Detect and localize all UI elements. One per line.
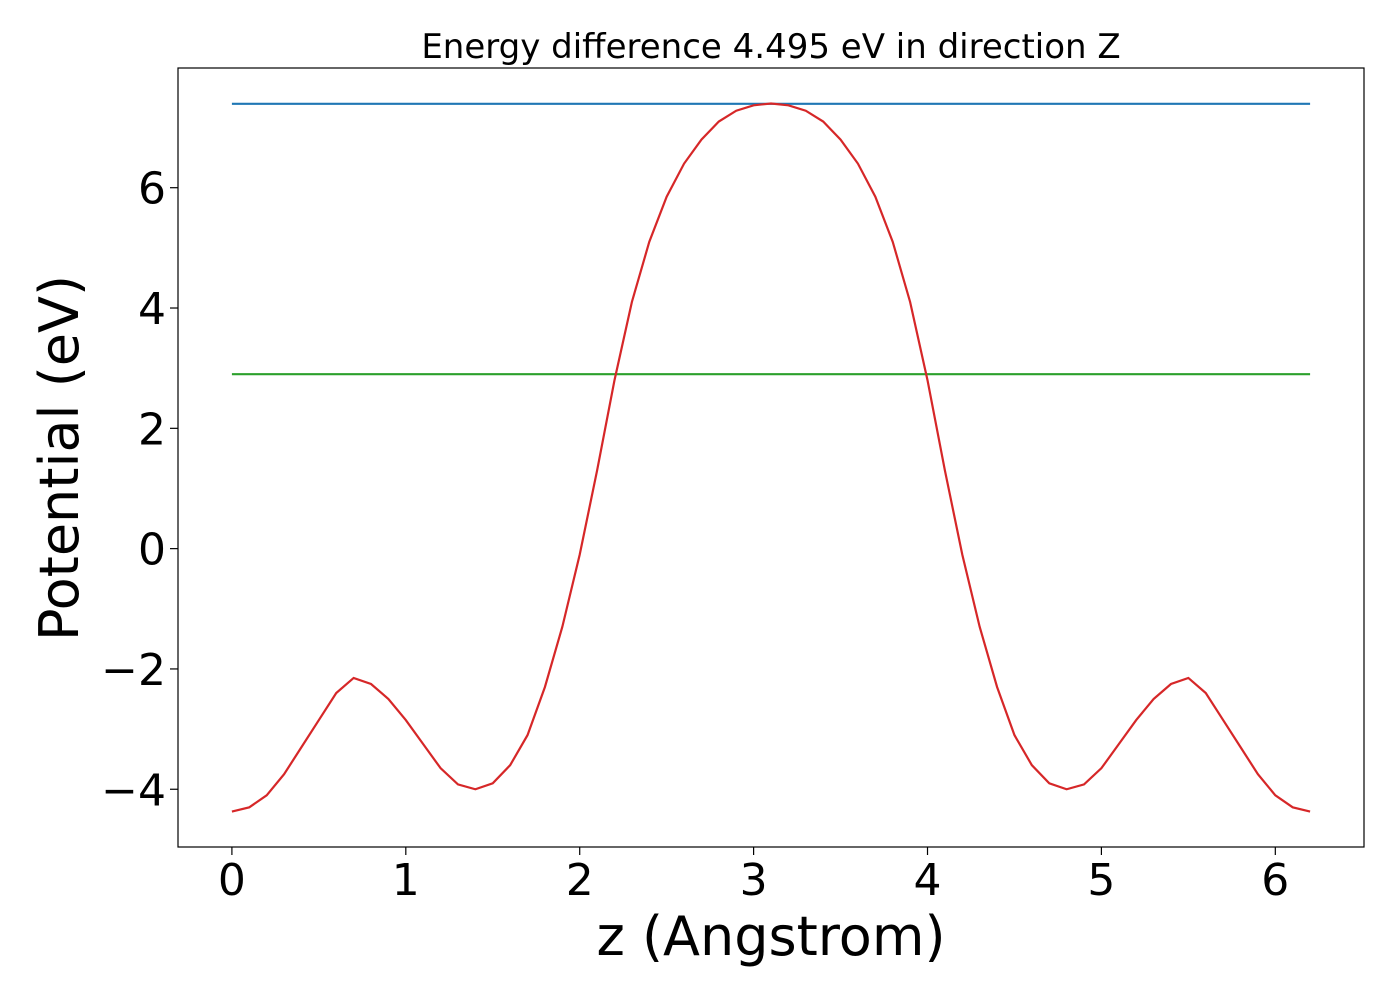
x-tick-label: 1 bbox=[392, 855, 420, 906]
y-tick-label: −2 bbox=[101, 645, 166, 696]
y-tick-label: 6 bbox=[138, 164, 166, 215]
plot-frame bbox=[177, 67, 1365, 848]
x-tick-label: 6 bbox=[1261, 855, 1289, 906]
x-tick-label: 3 bbox=[740, 855, 768, 906]
x-tick-label: 2 bbox=[566, 855, 594, 906]
x-axis-label: z (Angstrom) bbox=[596, 905, 945, 968]
chart-title: Energy difference 4.495 eV in direction … bbox=[421, 27, 1120, 67]
series-line bbox=[231, 102, 1311, 813]
y-tick-label: −4 bbox=[101, 765, 166, 816]
x-tick-label: 5 bbox=[1087, 855, 1115, 906]
y-tick-label: 2 bbox=[138, 404, 166, 455]
y-tick-label: 0 bbox=[138, 525, 166, 576]
y-tick-label: 4 bbox=[138, 284, 166, 335]
x-tick-label: 4 bbox=[914, 855, 942, 906]
y-axis-label: Potential (eV) bbox=[28, 275, 91, 641]
x-tick-label: 0 bbox=[218, 855, 246, 906]
